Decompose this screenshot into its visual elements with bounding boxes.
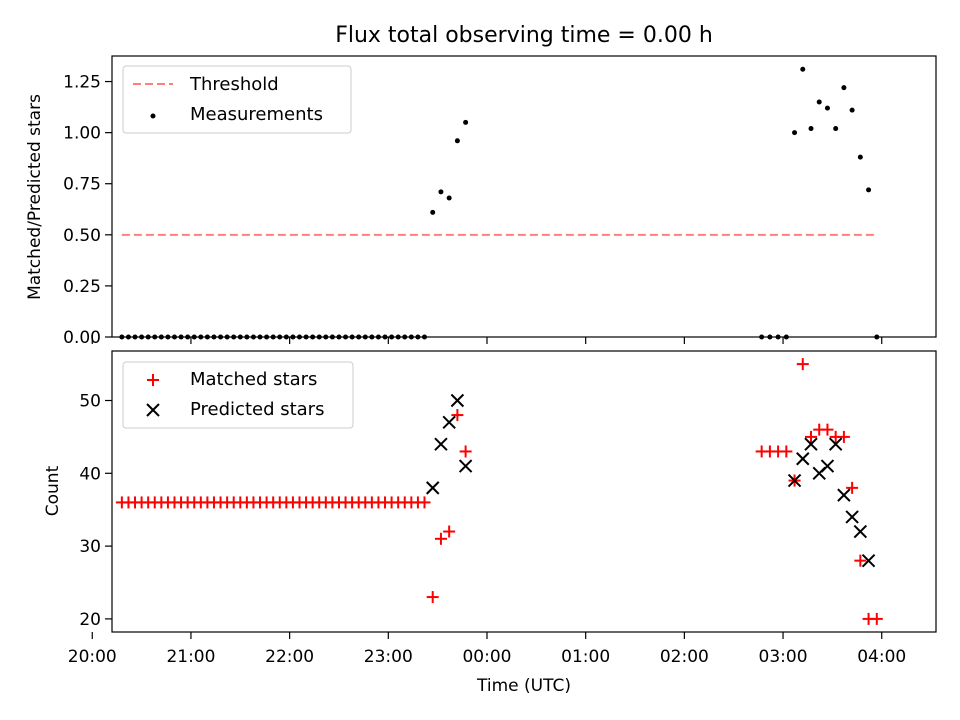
measurement-point [857,154,863,160]
bottom-legend: Matched stars Predicted stars [122,361,354,429]
predicted-star-point [450,393,465,408]
y-tick-label: 50 [79,392,101,412]
matched-star-point [451,409,464,422]
matched-star-point [418,496,431,509]
measurement-point [849,107,855,113]
predicted-star-point [426,481,440,495]
matched-legend-label: Matched stars [190,369,317,390]
top-axes-frame [111,55,937,338]
x-axis-label: Time (UTC) [476,676,571,696]
measurements-legend-swatch [150,113,156,119]
y-tick-label: 0.50 [63,226,101,246]
matched-legend-swatch [147,374,159,386]
predicted-star-point [853,524,868,539]
measurement-point [841,85,847,91]
predicted-star-point [804,437,818,451]
x-tick-label: 00:00 [462,647,511,667]
predicted-star-point [796,452,810,466]
x-tick-label: 02:00 [660,647,709,667]
y-tick-label: 0.00 [63,328,101,348]
predicted-star-point [845,510,859,524]
bottom-plot-area [115,358,883,625]
predicted-star-point [837,488,851,502]
top-x-axis [91,337,883,344]
bottom-y-axis: 20 30 40 50 [79,392,112,630]
x-tick-label: 22:00 [265,647,314,667]
y-tick-label: 30 [79,537,101,557]
predicted-star-point [787,473,802,488]
matched-star-point [796,358,809,371]
measurement-point [833,126,839,132]
matched-star-point [837,430,850,443]
predicted-star-point [820,459,835,473]
measurement-point [866,187,872,193]
top-y-axis: 0.00 0.25 0.50 0.75 1.00 1.25 [63,73,112,348]
matched-star-point [854,554,867,567]
y-tick-label: 20 [79,610,101,630]
measurement-point [824,105,830,111]
x-tick-label: 20:00 [68,647,117,667]
measurement-point [808,126,814,132]
y-tick-label: 0.75 [63,175,101,195]
top-panel: Flux total observing time = 0.00 h 0.000… [25,23,937,348]
measurement-point [816,99,822,105]
bottom-panel: 20 30 40 50 20:00 21:00 22:00 23:00 00:00 01:00 0… [43,350,937,696]
y-tick-label: 0.25 [63,277,101,297]
x-tick-label: 04:00 [857,647,906,667]
matched-star-point [459,445,472,458]
x-tick-label: 03:00 [759,647,808,667]
predicted-legend-label: Predicted stars [190,399,324,420]
predicted-legend-swatch [146,403,160,417]
x-tick-label: 01:00 [561,647,610,667]
measurement-point [792,130,798,136]
chart-title: Flux total observing time = 0.00 h [335,23,713,48]
x-tick-label: 23:00 [364,647,413,667]
y-tick-label: 1.00 [63,124,101,144]
y-tick-label: 1.25 [63,73,101,93]
x-tick-label: 21:00 [166,647,215,667]
matched-star-point [780,445,793,458]
matched-star-point [426,591,439,604]
predicted-star-point [828,437,843,451]
measurement-point [430,209,436,215]
y-tick-label: 40 [79,464,101,484]
measurement-point [454,138,460,144]
matched-star-point [846,481,859,494]
matched-star-point [805,430,818,443]
measurements-legend-label: Measurements [190,104,323,125]
top-legend: Threshold Measurements [122,65,352,134]
predicted-star-point [434,437,448,451]
measurement-point [800,66,806,72]
predicted-star-point [442,415,456,430]
top-y-axis-label: Matched/Predicted stars [25,94,45,300]
measurement-point [446,195,452,201]
matched-star-point [821,423,834,436]
predicted-star-point [458,459,473,473]
matched-star-point [870,612,883,625]
bottom-x-axis: 20:00 21:00 22:00 23:00 00:00 01:00 02:00 03:00… [68,632,906,667]
bottom-axes-frame [111,350,937,633]
measurement-point [438,189,444,195]
bottom-legend-box [122,361,354,429]
matched-star-point [434,532,447,545]
top-legend-box [122,65,352,134]
measurement-point [463,119,469,125]
threshold-legend-label: Threshold [189,74,279,95]
bottom-y-axis-label: Count [43,465,63,516]
predicted-star-point [861,553,876,568]
matched-star-point [443,525,456,538]
